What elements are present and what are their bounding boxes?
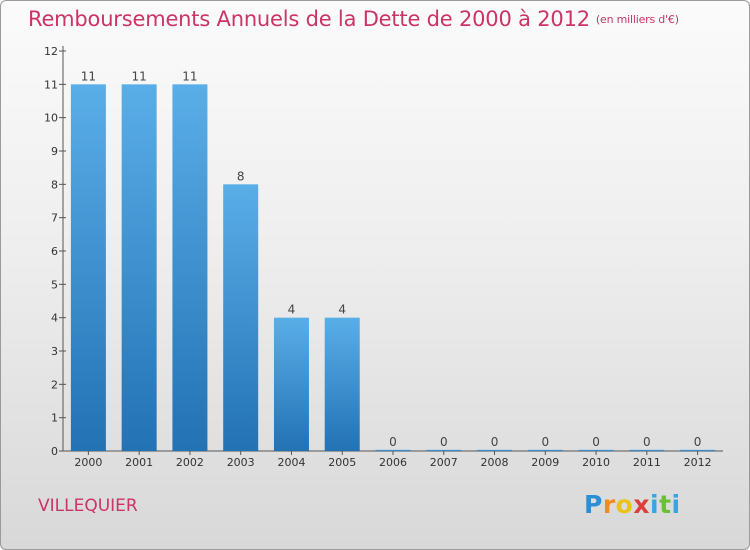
x-tick-label: 2002 <box>176 456 204 469</box>
x-tick-label: 2004 <box>277 456 305 469</box>
bar-value-label: 4 <box>288 303 296 317</box>
y-tick-label: 3 <box>51 345 58 358</box>
bar-value-label: 11 <box>132 69 147 83</box>
x-tick-label: 2003 <box>227 456 255 469</box>
logo-letter: P <box>584 490 603 519</box>
bar <box>680 449 716 451</box>
y-tick-label: 4 <box>51 312 58 325</box>
x-tick-label: 2010 <box>582 456 610 469</box>
bar-value-label: 0 <box>491 435 499 449</box>
y-tick-label: 10 <box>44 112 58 125</box>
bar <box>629 449 665 451</box>
y-tick-label: 11 <box>44 78 58 91</box>
x-tick-label: 2008 <box>481 456 509 469</box>
bar-value-label: 4 <box>338 303 346 317</box>
y-tick-label: 1 <box>51 412 58 425</box>
logo-letter: x <box>633 490 650 519</box>
bar-value-label: 0 <box>643 435 651 449</box>
logo-letter: i <box>650 490 660 519</box>
chart-title: Remboursements Annuels de la Dette de 20… <box>28 7 679 31</box>
bar-value-label: 8 <box>237 169 245 183</box>
bar <box>324 317 360 451</box>
unit-note: (en milliers d'€) <box>595 13 679 26</box>
bar <box>477 449 513 451</box>
x-tick-label: 2012 <box>684 456 712 469</box>
commune-name: VILLEQUIER <box>38 496 138 516</box>
y-tick-label: 6 <box>51 245 58 258</box>
y-tick-label: 9 <box>51 145 58 158</box>
x-tick-label: 2001 <box>125 456 153 469</box>
x-tick-label: 2007 <box>430 456 458 469</box>
bar <box>527 449 563 451</box>
bar <box>172 84 208 451</box>
logo-letter: i <box>671 490 681 519</box>
x-tick-label: 2009 <box>531 456 559 469</box>
bar <box>70 84 106 451</box>
bar <box>223 184 259 452</box>
bar-value-label: 11 <box>81 69 96 83</box>
bar-value-label: 0 <box>592 435 600 449</box>
bar <box>578 449 614 451</box>
chart-title-text: Remboursements Annuels de la Dette de 20… <box>28 7 590 31</box>
x-tick-label: 2006 <box>379 456 407 469</box>
x-tick-label: 2005 <box>328 456 356 469</box>
bar-value-label: 0 <box>440 435 448 449</box>
y-tick-label: 8 <box>51 178 58 191</box>
bar-value-label: 0 <box>694 435 702 449</box>
x-tick-label: 2000 <box>74 456 102 469</box>
y-tick-label: 2 <box>51 378 58 391</box>
y-tick-label: 7 <box>51 212 58 225</box>
y-tick-label: 12 <box>44 45 58 58</box>
bar <box>273 317 309 451</box>
logo-letter: r <box>602 490 616 519</box>
proxiti-logo: Proxiti <box>584 490 681 519</box>
y-tick-label: 0 <box>51 445 58 458</box>
bar-value-label: 11 <box>182 69 197 83</box>
bar-value-label: 0 <box>389 435 397 449</box>
bar <box>426 449 462 451</box>
logo-letter: t <box>659 490 672 519</box>
bar <box>375 449 411 451</box>
bar <box>121 84 157 451</box>
logo-letter: o <box>615 490 634 519</box>
x-tick-label: 2011 <box>633 456 661 469</box>
y-tick-label: 5 <box>51 278 58 291</box>
bar-value-label: 0 <box>541 435 549 449</box>
